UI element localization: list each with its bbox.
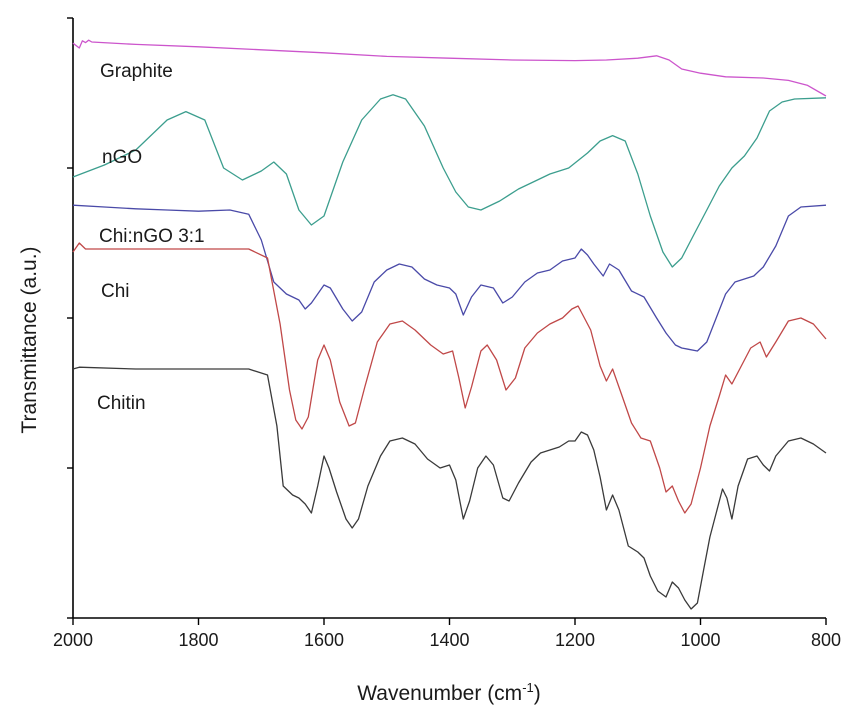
series-line-chi-ngo-3-1 <box>72 204 827 352</box>
y-axis-ticks <box>67 17 73 619</box>
axes <box>72 18 826 619</box>
x-tick-label: 1800 <box>178 630 218 650</box>
series-label-chi-ngo-3-1: Chi:nGO 3:1 <box>99 226 205 247</box>
x-axis-title: Wavenumber (cm-1) <box>357 680 541 705</box>
series-line-graphite <box>72 39 827 97</box>
series-labels: Graphite nGO Chi:nGO 3:1 Chi Chitin <box>97 61 205 414</box>
series-line-ngo <box>72 94 827 268</box>
x-tick-label: 1400 <box>429 630 469 650</box>
x-tick-label: 2000 <box>53 630 93 650</box>
spectra-traces <box>72 39 827 610</box>
series-label-chitin: Chitin <box>97 393 146 414</box>
x-tick-label: 1200 <box>555 630 595 650</box>
x-tick-label: 800 <box>811 630 841 650</box>
series-line-chitin <box>72 366 827 610</box>
series-label-ngo: nGO <box>102 147 142 168</box>
y-axis-title: Transmittance (a.u.) <box>18 246 41 433</box>
series-label-graphite: Graphite <box>100 61 173 82</box>
series-label-chi: Chi <box>101 281 130 302</box>
x-axis-ticks: 2000 1800 1600 1400 1200 1000 800 <box>53 618 841 650</box>
x-tick-label: 1000 <box>680 630 720 650</box>
series-line-chi <box>72 242 827 514</box>
x-tick-label: 1600 <box>304 630 344 650</box>
